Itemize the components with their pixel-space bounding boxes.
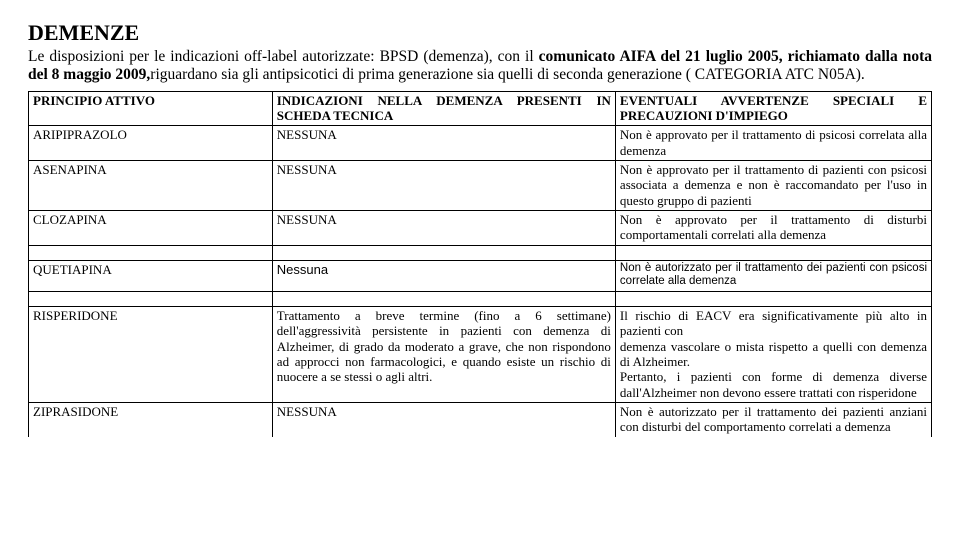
page-title: DEMENZE [28, 20, 932, 46]
intro-part3: riguardano sia gli antipsicotici di prim… [150, 66, 865, 83]
table-row: ASENAPINA NESSUNA Non è approvato per il… [29, 160, 932, 210]
drug-name: RISPERIDONE [29, 307, 273, 403]
drug-indication: NESSUNA [272, 403, 615, 437]
drug-name: ZIPRASIDONE [29, 403, 273, 437]
drug-warning: Non è autorizzato per il trattamento dei… [615, 403, 931, 437]
drug-warning: Il rischio di EACV era significativament… [615, 307, 931, 403]
drug-name: CLOZAPINA [29, 210, 273, 245]
header-indications: INDICAZIONI NELLA DEMENZA PRESENTI IN SC… [272, 91, 615, 126]
table-header-row: PRINCIPIO ATTIVO INDICAZIONI NELLA DEMEN… [29, 91, 932, 126]
drug-warning: Non è approvato per il trattamento di ps… [615, 126, 931, 161]
drug-warning: Non è approvato per il trattamento di di… [615, 210, 931, 245]
drug-warning: Non è autorizzato per il trattamento dei… [615, 260, 931, 292]
spacer-row [29, 245, 932, 260]
drug-indication: NESSUNA [272, 126, 615, 161]
drug-indication: Trattamento a breve termine (fino a 6 se… [272, 307, 615, 403]
drug-name: ASENAPINA [29, 160, 273, 210]
table-row: QUETIAPINA Nessuna Non è autorizzato per… [29, 260, 932, 292]
intro-text: Le disposizioni per le indicazioni off-l… [28, 48, 932, 85]
table-row: CLOZAPINA NESSUNA Non è approvato per il… [29, 210, 932, 245]
drug-table: PRINCIPIO ATTIVO INDICAZIONI NELLA DEMEN… [28, 91, 932, 437]
intro-part1: Le disposizioni per le indicazioni off-l… [28, 48, 539, 65]
drug-warning: Non è approvato per il trattamento di pa… [615, 160, 931, 210]
table-row: ARIPIPRAZOLO NESSUNA Non è approvato per… [29, 126, 932, 161]
header-principle: PRINCIPIO ATTIVO [29, 91, 273, 126]
header-warnings: EVENTUALI AVVERTENZE SPECIALI E PRECAUZI… [615, 91, 931, 126]
drug-indication: NESSUNA [272, 160, 615, 210]
spacer-row [29, 292, 932, 307]
drug-indication: NESSUNA [272, 210, 615, 245]
drug-name: ARIPIPRAZOLO [29, 126, 273, 161]
drug-name: QUETIAPINA [29, 260, 273, 292]
drug-indication: Nessuna [272, 260, 615, 292]
table-row: ZIPRASIDONE NESSUNA Non è autorizzato pe… [29, 403, 932, 437]
table-row: RISPERIDONE Trattamento a breve termine … [29, 307, 932, 403]
